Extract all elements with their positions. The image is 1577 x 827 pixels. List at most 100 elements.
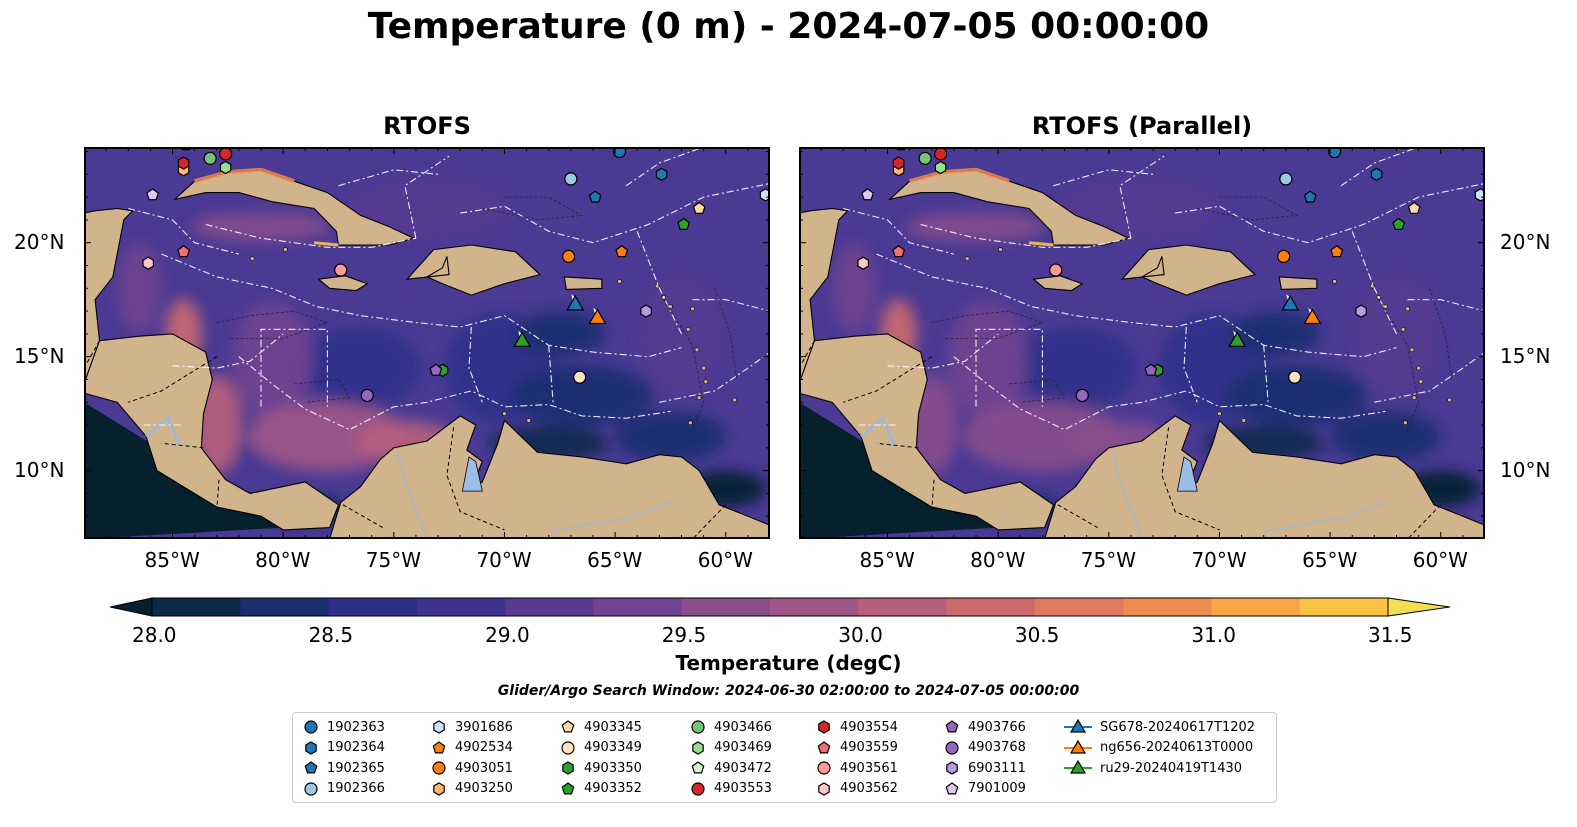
float-4903352	[677, 217, 691, 230]
pentagon-marker-icon	[432, 741, 446, 754]
float-4903561	[334, 263, 348, 277]
map-frame	[84, 147, 770, 539]
legend-marker	[433, 782, 445, 796]
float-4903553	[219, 147, 233, 161]
lake-maracaibo	[1176, 456, 1198, 492]
legend-label: 4903561	[840, 760, 898, 776]
land-centralam	[84, 333, 340, 531]
land-puertorico	[563, 276, 603, 290]
colorbar-label: Temperature (degC)	[675, 651, 902, 675]
float-4903553	[934, 147, 948, 161]
lon-tick-label: 70°W	[1191, 548, 1247, 572]
lon-tick-label: 85°W	[859, 548, 915, 572]
legend-item: 4903349	[560, 738, 642, 759]
legend-label: 1902364	[327, 740, 385, 756]
float-6903111	[1355, 304, 1367, 318]
float-1902364	[1370, 167, 1383, 181]
colorbar-bin	[858, 598, 948, 616]
legend-item: 4903350	[560, 758, 642, 779]
legend-marker	[562, 761, 574, 775]
hexagon-marker-icon	[433, 720, 445, 734]
float-4903562	[142, 256, 155, 270]
glider-ru29-20240419T1430	[1228, 331, 1247, 347]
legend-label: 4903349	[584, 740, 642, 756]
float-4903562	[857, 256, 870, 270]
hexagon-marker-icon	[946, 761, 958, 775]
legend-item: 4903051	[431, 758, 513, 779]
colorbar-under-extend	[110, 597, 153, 617]
legend-item: ru29-20240419T1430	[1064, 758, 1255, 779]
colorbar-over-extend	[1387, 597, 1450, 617]
legend-column: 1902363 1902364 1902365 1902366	[303, 717, 385, 799]
lake-maracaibo	[461, 456, 483, 492]
circle-marker-icon	[817, 761, 831, 775]
legend-item: 4903352	[560, 779, 642, 800]
colorbar-bin	[240, 598, 330, 616]
legend-label: 4903469	[714, 740, 772, 756]
lat-tick-label-right: 20°N	[1500, 229, 1551, 254]
float-1902365	[1303, 190, 1317, 203]
pentagon-marker-icon	[817, 741, 831, 754]
legend-label: 6903111	[968, 760, 1026, 776]
hexagon-marker-icon	[818, 782, 830, 796]
colorbar-tick-label: 29.5	[661, 623, 707, 647]
pentagon-marker-icon	[691, 761, 705, 774]
lon-tick-label: 75°W	[1080, 548, 1137, 572]
float-4903466	[918, 151, 932, 165]
legend-item: 4903562	[816, 779, 898, 800]
legend-label: 4902534	[455, 740, 513, 756]
legend-marker	[305, 741, 317, 755]
legend-label: 4903051	[455, 760, 513, 776]
colorbar-bin	[681, 598, 771, 616]
triangle-marker-icon	[1064, 739, 1092, 754]
legend-column: 4903554 4903559 4903561 4903562	[816, 717, 898, 799]
float-1902366	[564, 172, 578, 186]
map-frame	[799, 147, 1485, 539]
hexagon-marker-icon	[692, 741, 704, 755]
float-4903766	[1144, 363, 1158, 376]
colorbar-bin	[946, 598, 1036, 616]
legend-item: 4903768	[944, 738, 1026, 759]
map-panel-rtofs	[84, 147, 770, 539]
legend-label: 4903345	[584, 719, 642, 735]
colorbar-bin	[1299, 598, 1389, 616]
land-hispaniola	[405, 244, 542, 296]
float-4903559	[177, 245, 191, 258]
hexagon-marker-icon	[305, 741, 317, 755]
float-4902534	[1330, 245, 1344, 258]
float-4903768	[360, 388, 374, 403]
circle-marker-icon	[945, 741, 959, 755]
triangle-marker-icon	[1064, 760, 1092, 774]
map-panel-rtofs-parallel	[799, 147, 1485, 539]
pentagon-marker-icon	[945, 720, 959, 733]
hexagon-marker-icon	[433, 782, 445, 796]
lon-tick-label: 65°W	[587, 548, 643, 572]
float-7901009	[146, 188, 160, 201]
lat-tick-label-left: 10°N	[14, 457, 65, 482]
legend-item: 4903553	[690, 779, 772, 800]
legend-column: 3901686 4902534 4903051 4903250	[431, 717, 513, 799]
legend-marker	[432, 741, 446, 754]
legend-marker	[817, 741, 831, 754]
panel-title-rtofs: RTOFS	[383, 112, 471, 140]
lon-tick-label: 80°W	[970, 548, 1026, 572]
colorbar-tick-label: 30.0	[838, 623, 883, 647]
lon-tick-label: 75°W	[365, 548, 422, 572]
colorbar-bin	[1211, 598, 1301, 616]
pentagon-marker-icon	[945, 782, 959, 795]
legend-label: ng656-20240613T0000	[1100, 740, 1254, 756]
legend-marker	[817, 761, 831, 775]
legend-item: 4903766	[944, 717, 1026, 738]
legend-label: 4903352	[584, 781, 642, 797]
float-4903469	[934, 160, 947, 175]
float-4903559	[892, 245, 906, 258]
legend-marker	[692, 741, 704, 755]
legend-label: 4903768	[968, 740, 1026, 756]
lat-tick-label-left: 20°N	[14, 229, 65, 254]
glider-SG678-20240617T1202	[1281, 294, 1300, 311]
float-4903349	[1288, 370, 1302, 384]
colorbar-tick-label: 28.0	[132, 623, 177, 647]
colorbar-bin	[593, 598, 683, 616]
float-4903349	[573, 370, 587, 384]
pentagon-marker-icon	[304, 761, 318, 774]
